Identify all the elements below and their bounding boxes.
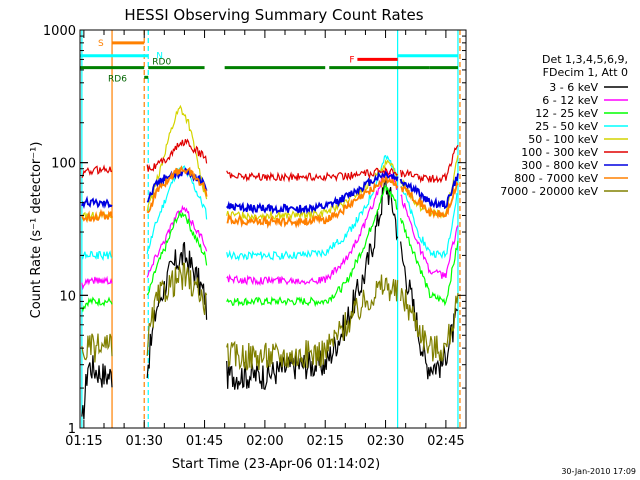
legend-entry-label: 12 - 25 keV (535, 107, 598, 120)
series-line-2 (81, 185, 459, 313)
x-tick-label: 01:15 (65, 434, 102, 449)
legend-entry-label: 100 - 300 keV (521, 146, 598, 159)
plot-area: S N F RD0 RD6 (80, 30, 461, 428)
chart-title: HESSI Observing Summary Count Rates (124, 6, 423, 24)
axes: 1 10 100 1000 01:15 01:30 01:45 02:00 02:15 02:30… (43, 24, 467, 449)
legend-entry-label: 800 - 7000 keV (514, 172, 598, 185)
legend-header: Det 1,3,4,5,6,9, (542, 53, 628, 66)
flag-label-s: S (98, 39, 104, 49)
legend-entry-label: 50 - 100 keV (528, 133, 598, 146)
legend-entry-label: 300 - 800 keV (521, 159, 598, 172)
legend: Det 1,3,4,5,6,9,FDecim 1, Att 0 3 - 6 keV… (500, 53, 628, 198)
x-tick-label: 02:30 (367, 434, 404, 449)
x-tick-label: 02:15 (306, 434, 343, 449)
series-line-7 (81, 165, 459, 229)
legend-entry-label: 7000 - 20000 keV (500, 185, 598, 198)
y-tick-label: 10 (59, 289, 76, 304)
flag-label-n: N (156, 52, 163, 62)
y-axis-label: Count Rate (s⁻¹ detector⁻¹) (29, 142, 44, 319)
x-axis-label: Start Time (23-Apr-06 01:14:02) (172, 457, 380, 472)
x-tick-label: 02:00 (246, 434, 283, 449)
series-line-8 (81, 262, 459, 371)
legend-entry-label: 3 - 6 keV (549, 81, 598, 94)
series-line-1 (81, 169, 459, 291)
flag-label-rd6: RD6 (108, 74, 127, 84)
footer-date: 30-Jan-2010 17:09 (561, 467, 636, 476)
x-tick-label: 02:45 (427, 434, 464, 449)
legend-header: FDecim 1, Att 0 (543, 66, 628, 79)
legend-entry-label: 25 - 50 keV (535, 120, 598, 133)
y-tick-label: 100 (51, 157, 76, 172)
legend-entry-label: 6 - 12 keV (542, 94, 598, 107)
x-tick-label: 01:30 (125, 434, 162, 449)
series-line-5 (81, 138, 459, 184)
y-tick-label: 1000 (43, 24, 76, 39)
plot-inner (80, 30, 461, 428)
y-tick-label: 1 (68, 422, 76, 437)
flag-label-f: F (349, 55, 354, 65)
series-line-0 (81, 178, 459, 420)
plot-frame (79, 29, 467, 429)
flag-label-rd0: RD0 (152, 58, 171, 68)
x-tick-label: 01:45 (186, 434, 223, 449)
